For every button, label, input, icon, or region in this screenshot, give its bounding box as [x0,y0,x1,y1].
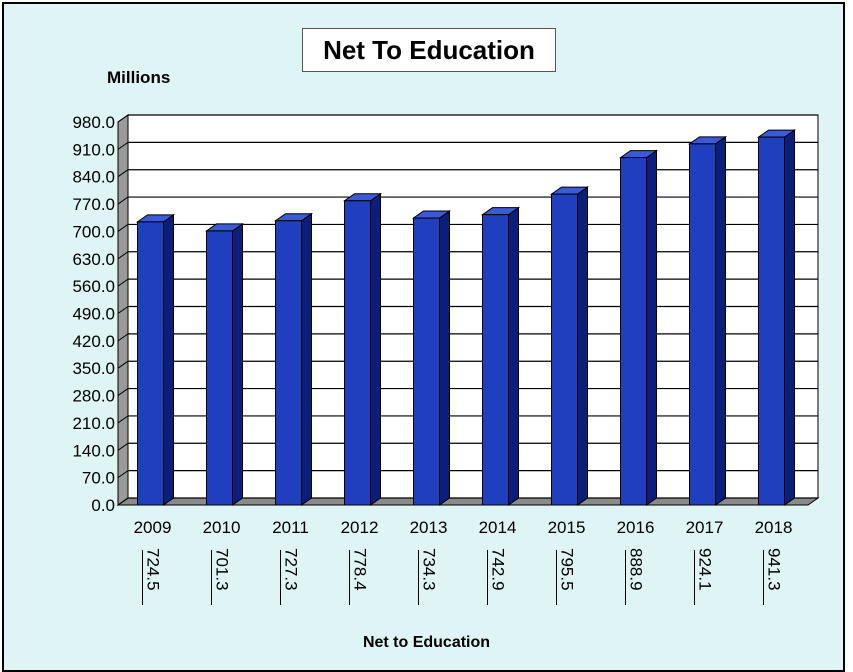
gridline-diagonal [117,306,129,314]
y-tick-label: 770.0 [72,195,115,214]
gridline-diagonal [117,360,129,369]
bar-side [646,149,657,506]
gridline-diagonal [117,415,129,424]
gridline-diagonal [117,224,129,232]
x-tick-label: 2017 [686,518,724,537]
y-tick-label: 700.0 [72,222,115,241]
y-tick-label: 980.0 [72,113,115,132]
bar [758,136,785,506]
y-tick-label: 210.0 [72,414,115,433]
y-axis-unit-label: Millions [107,68,171,87]
bar [413,217,440,506]
gridline-diagonal [117,388,129,396]
data-label: 778.4 [351,548,370,591]
data-label: 795.5 [558,548,577,591]
bar-side [370,192,381,506]
gridline-diagonal [117,114,129,123]
bar [551,193,578,506]
x-tick-label: 2016 [617,518,655,537]
x-axis-label: Net to Education [362,634,491,651]
gridline-diagonal [117,333,129,342]
y-tick-label: 140.0 [72,441,115,460]
bar-side [715,135,726,506]
gridline-diagonal [117,196,129,205]
y-tick-label: 70.0 [82,469,115,488]
x-tick-label: 2015 [548,518,586,537]
data-label: 724.5 [144,548,163,591]
y-tick-label: 840.0 [72,168,115,187]
gridline-diagonal [117,497,129,506]
data-label: 734.3 [420,548,439,591]
bar [482,214,509,506]
data-label: 924.1 [696,548,715,591]
gridline-diagonal [117,278,129,287]
y-tick-label: 490.0 [72,305,115,324]
x-tick-label: 2011 [272,518,309,537]
chart-title: Net To Education [302,28,556,72]
gridline-diagonal [117,251,129,260]
x-tick-label: 2010 [203,518,241,537]
x-tick-label: 2013 [410,518,448,537]
bar-side [301,212,312,506]
bar [689,143,716,506]
bar-side [508,206,519,506]
bar-side [232,222,243,506]
bar-side [439,210,450,506]
data-label: 727.3 [282,548,301,591]
gridline-diagonal [117,141,129,150]
data-label: 941.3 [765,548,784,591]
data-label: 701.3 [213,548,232,591]
bar-side [577,186,588,506]
bar-side [163,213,174,506]
data-label: 888.9 [627,548,646,591]
gridline-diagonal [117,442,129,451]
data-label: 742.9 [489,548,508,591]
x-tick-label: 2018 [755,518,793,537]
y-tick-label: 350.0 [72,359,115,378]
bar [206,230,233,506]
y-tick-label: 560.0 [72,277,115,296]
bar [344,200,371,506]
x-tick-label: 2012 [341,518,379,537]
x-tick-label: 2014 [479,518,517,537]
gridline-diagonal [117,169,129,178]
bar-side [784,129,795,506]
y-tick-label: 420.0 [72,332,115,351]
gridline-diagonal [117,470,129,479]
y-tick-label: 280.0 [72,387,115,406]
y-tick-label: 0.0 [91,496,115,515]
x-tick-label: 2009 [134,518,172,537]
bar [620,157,647,506]
y-tick-label: 630.0 [72,250,115,269]
y-tick-label: 910.0 [72,140,115,159]
bar [275,220,302,506]
bar [137,221,164,506]
